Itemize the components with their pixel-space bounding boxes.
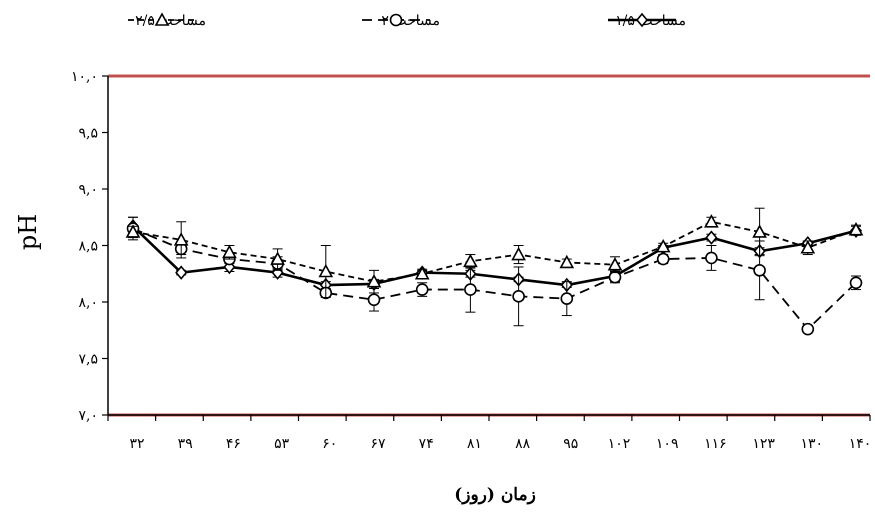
- data-point: [511, 246, 526, 261]
- legend-item: مساحت ۲/۵: [128, 12, 206, 29]
- data-point: [655, 238, 671, 253]
- data-point: [512, 290, 525, 303]
- data-point: [848, 222, 864, 236]
- data-point: [318, 263, 334, 278]
- y-tick-label: ۸,۰: [79, 295, 99, 311]
- series-line: [132, 227, 857, 331]
- y-tick-label: ۹,۵: [79, 126, 99, 142]
- data-point: [173, 232, 189, 246]
- series-line: [132, 220, 857, 283]
- y-tick-label: ۱۰,۰: [71, 69, 98, 85]
- data-point: [705, 230, 718, 245]
- series-diamond: [126, 216, 863, 293]
- x-axis: ۳۲ ۳۹ ۴۶ ۵۳ ۶۰ ۶۷ ۷۴ ۸۱ ۸۸ ۹۵ ۱۰۲ ۱۰۹ ۱۱۶ ۱۲۳ ۱۳۰ ۱۴۰: [107, 414, 872, 452]
- data-point: [414, 266, 430, 280]
- y-tick-label: ۷,۵: [79, 352, 99, 368]
- legend-marker: [389, 13, 403, 27]
- data-point: [464, 283, 477, 296]
- data-point: [560, 292, 574, 305]
- data-point: [415, 283, 429, 296]
- y-tick-label: ۸,۵: [79, 239, 99, 255]
- legend-marker: [635, 12, 649, 28]
- x-tick-label: ۸۸: [515, 436, 531, 452]
- x-tick-label: ۹۵: [563, 436, 578, 452]
- x-tick-label: ۱۲۳: [752, 436, 775, 452]
- legend-marker: [154, 12, 170, 26]
- data-point: [366, 273, 382, 288]
- x-tick-label: ۸۱: [467, 436, 482, 452]
- data-point: [849, 276, 863, 290]
- x-tick-label: ۱۳۰: [801, 436, 824, 452]
- data-point: [656, 252, 670, 266]
- data-point: [559, 254, 575, 269]
- plot-area: [108, 74, 870, 417]
- legend: مساحت ۱/۵ مساحت ۲ مساحت ۲/۵: [128, 12, 686, 29]
- x-tick-label: ۵۳: [274, 436, 290, 452]
- data-point: [705, 251, 718, 265]
- x-axis-title: زمان (روز): [454, 485, 536, 505]
- x-tick-label: ۷۴: [419, 436, 434, 452]
- x-tick-label: ۱۰۲: [608, 436, 631, 452]
- data-point: [801, 322, 815, 336]
- x-tick-label: ۳۹: [178, 436, 193, 452]
- series-line: [132, 225, 857, 287]
- y-axis: ۷,۰ ۷,۵ ۸,۰ ۸,۵ ۹,۰ ۹,۵ ۱۰,۰: [71, 69, 109, 424]
- legend-item: مساحت ۱/۵: [608, 12, 686, 29]
- x-tick-label: ۳۲: [129, 436, 144, 452]
- data-point: [704, 214, 719, 228]
- data-point: [270, 251, 285, 265]
- x-tick-label: ۱۰۹: [656, 436, 679, 452]
- data-point: [222, 244, 237, 259]
- x-tick-label: ۴۶: [226, 436, 241, 452]
- data-point: [607, 257, 623, 271]
- y-tick-label: ۹,۰: [79, 182, 99, 198]
- data-point: [463, 253, 478, 268]
- data-point: [752, 224, 767, 238]
- legend-label: مساحت ۲/۵: [135, 13, 206, 29]
- data-point: [175, 265, 188, 280]
- y-tick-label: ۷,۰: [79, 408, 99, 424]
- data-point: [125, 224, 141, 238]
- series-triangle: [125, 207, 864, 298]
- legend-item: مساحت ۲: [362, 13, 440, 29]
- y-axis-title: pH: [14, 214, 42, 250]
- data-point: [367, 293, 381, 307]
- x-tick-label: ۱۴۰: [849, 436, 872, 452]
- data-point: [753, 264, 766, 277]
- x-tick-label: ۶۷: [370, 436, 386, 452]
- x-tick-label: ۱۱۶: [704, 436, 727, 452]
- data-point: [608, 270, 622, 284]
- data-point: [800, 240, 816, 254]
- x-tick-label: ۶۰: [322, 436, 337, 452]
